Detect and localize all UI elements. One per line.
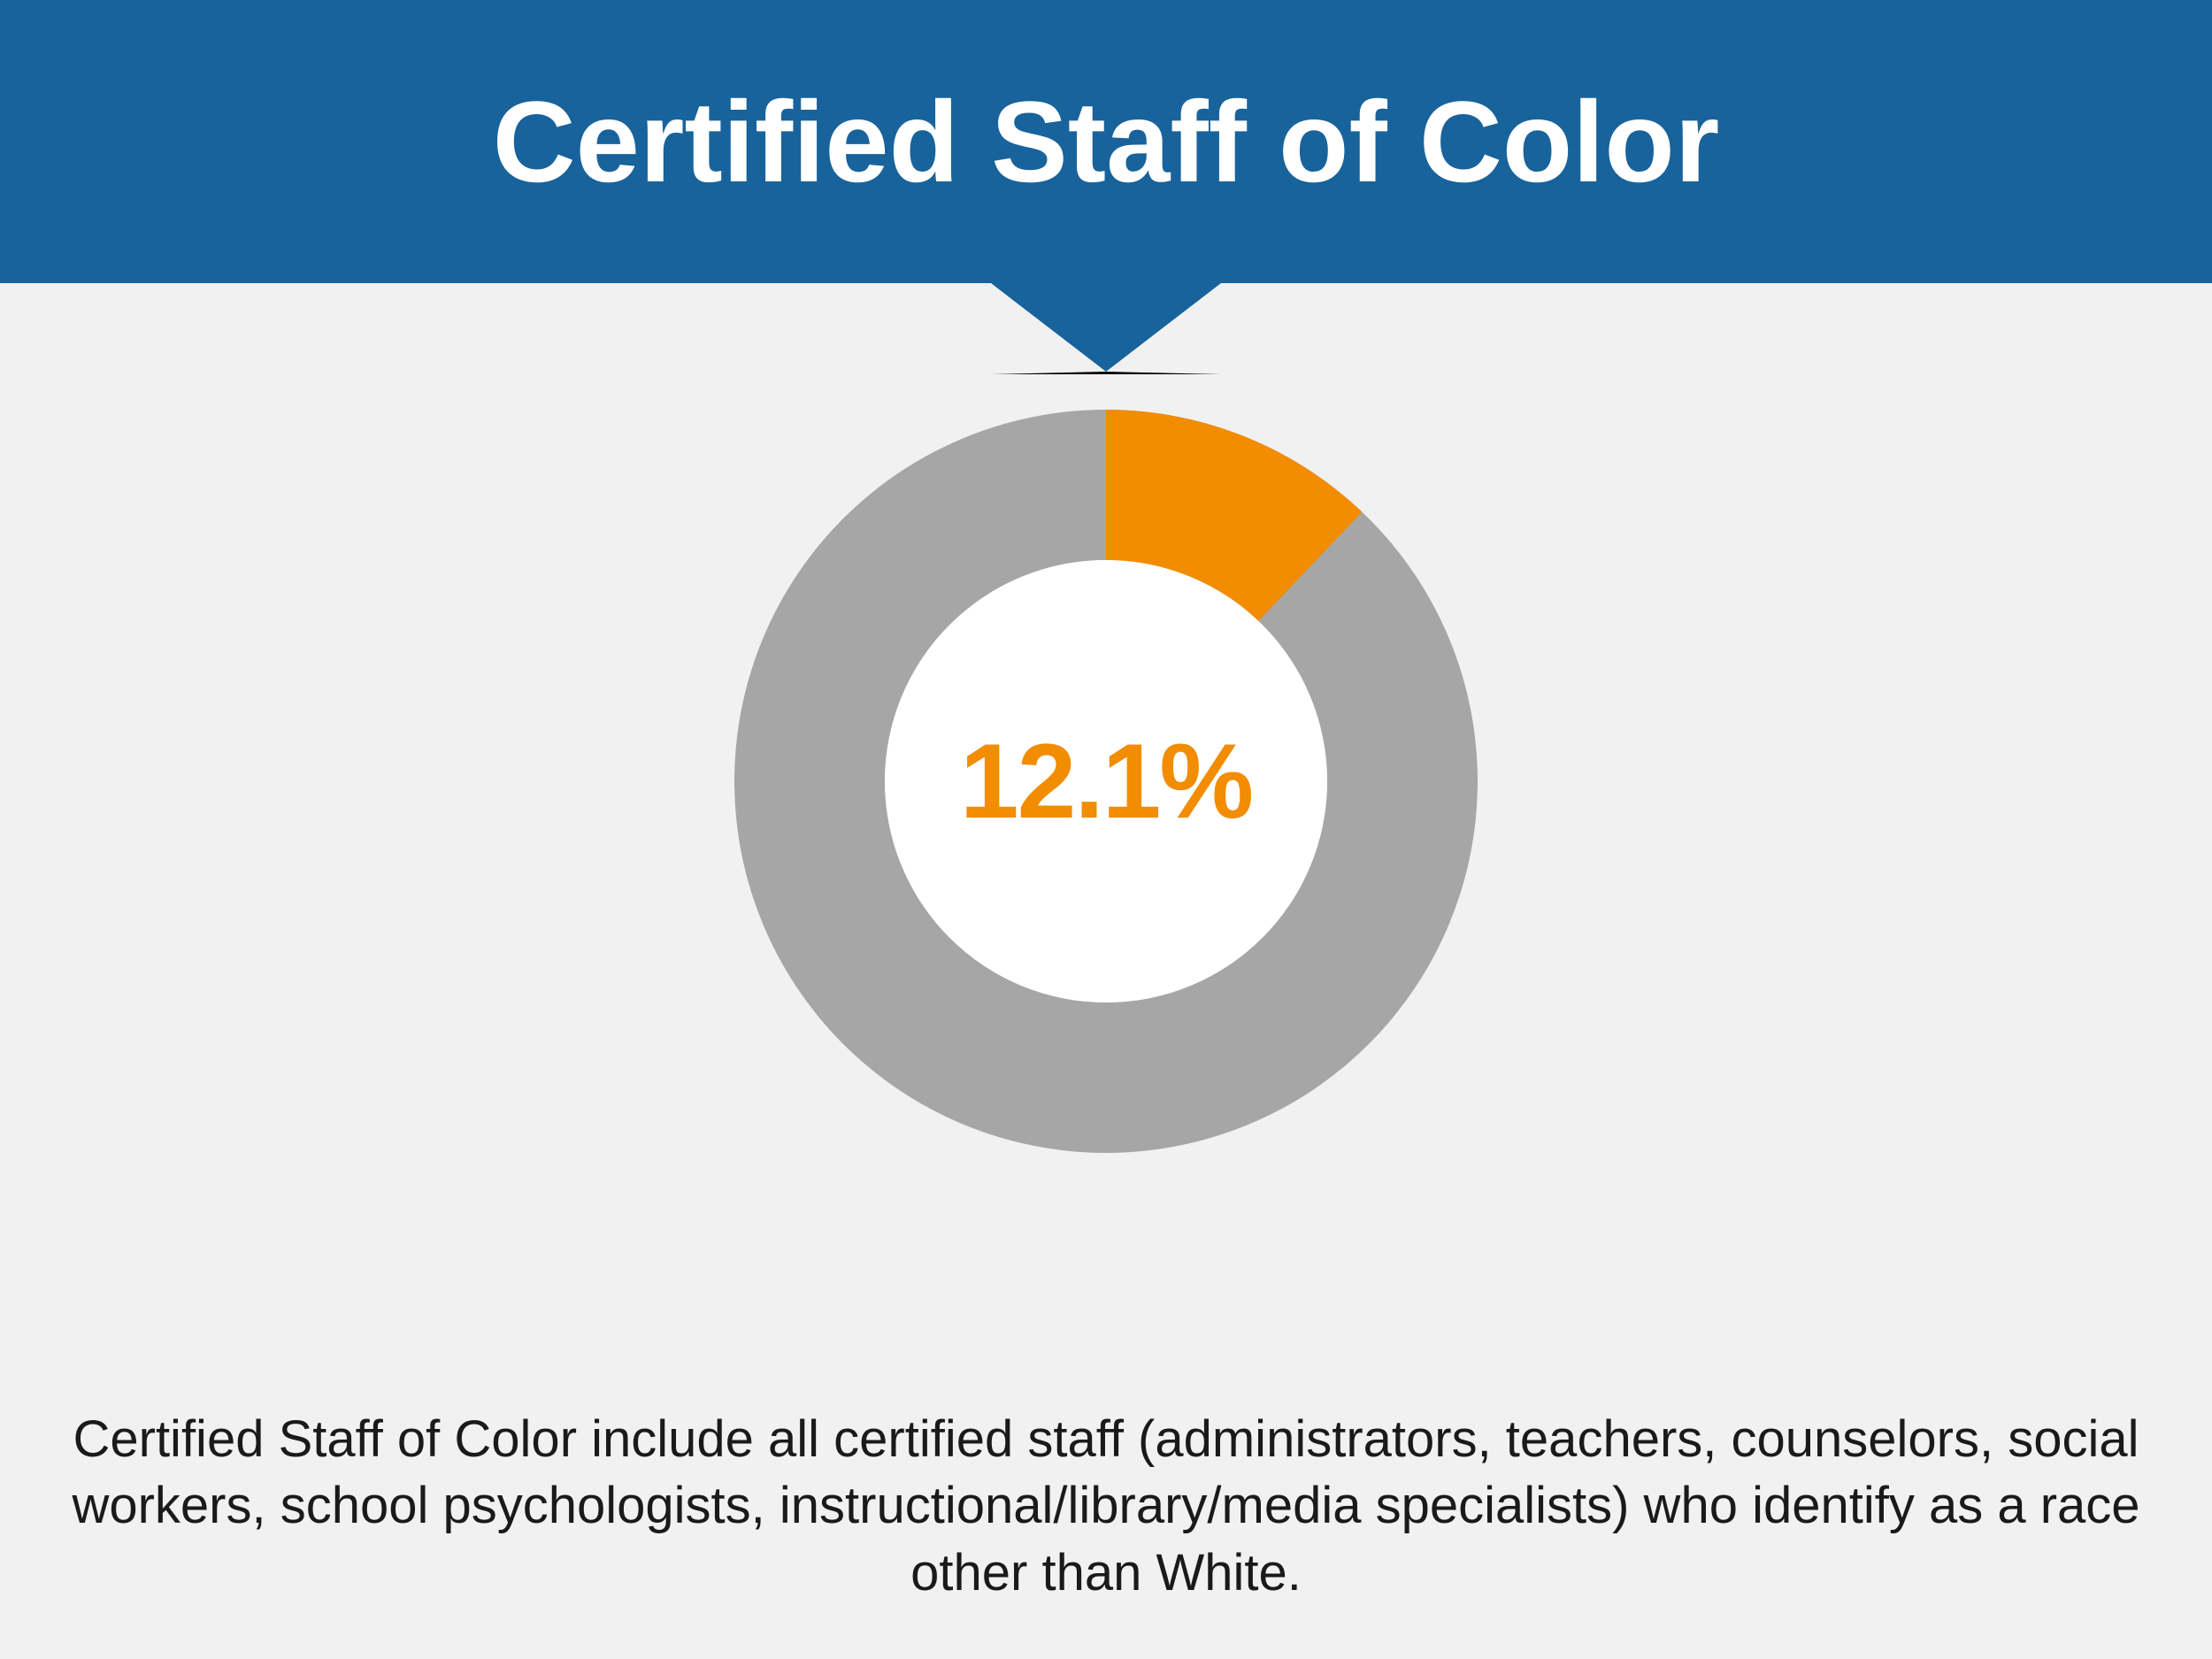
donut-center-label: 12.1% [960, 720, 1252, 842]
header-banner: Certified Staff of Color [0, 0, 2212, 283]
donut-chart: 12.1% [734, 410, 1478, 1153]
header-pointer-triangle [991, 283, 1221, 374]
caption-text: Certified Staff of Color include all cer… [0, 1371, 2212, 1659]
main-body: 12.1% Certified Staff of Color include a… [0, 283, 2212, 1659]
header-title: Certified Staff of Color [493, 75, 1720, 208]
